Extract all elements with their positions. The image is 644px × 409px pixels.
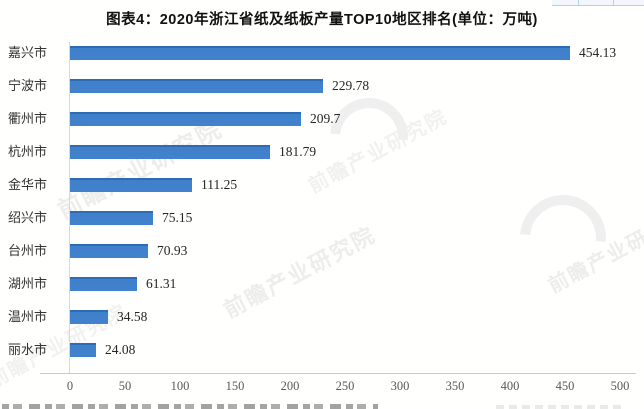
bar-value-label: 34.58	[117, 309, 148, 324]
clipped-watermark-strip	[496, 405, 626, 409]
bar-value-label: 181.79	[279, 144, 317, 159]
bar-5	[70, 178, 192, 192]
category-label: 丽水市	[8, 342, 48, 357]
category-label: 湖州市	[8, 276, 48, 291]
x-axis-tick-label: 500	[610, 379, 630, 393]
x-axis-tick-label: 250	[335, 379, 355, 393]
x-axis-line	[40, 373, 636, 374]
bar-9	[70, 310, 108, 324]
bar-7	[70, 244, 148, 258]
x-axis-tick-label: 400	[500, 379, 520, 393]
bar-value-label: 209.7	[310, 111, 341, 126]
x-axis-tick-label: 350	[445, 379, 465, 393]
chart-title: 图表4：2020年浙江省纸及纸板产量TOP10地区排名(单位：万吨)	[106, 12, 538, 28]
category-label: 嘉兴市	[8, 45, 48, 60]
bar-value-label: 454.13	[579, 45, 617, 60]
bar-4	[70, 145, 270, 159]
category-label: 绍兴市	[8, 210, 48, 225]
x-axis-tick-label: 300	[390, 379, 410, 393]
category-label: 温州市	[8, 309, 48, 324]
x-axis-tick-label: 150	[225, 379, 245, 393]
bar-value-label: 70.93	[157, 243, 188, 258]
x-axis-tick-label: 100	[170, 379, 190, 393]
category-label: 宁波市	[8, 78, 48, 93]
spreadsheet-grid-remnant	[552, 0, 644, 6]
bar-value-label: 111.25	[201, 177, 238, 192]
bar-value-label: 61.31	[146, 276, 177, 291]
x-axis-tick-label: 50	[118, 379, 132, 393]
x-axis-tick-label: 200	[280, 379, 300, 393]
y-axis-line	[69, 42, 70, 373]
category-label: 台州市	[8, 243, 48, 258]
category-label: 杭州市	[8, 144, 48, 159]
gridline	[613, 0, 614, 5]
bar-6	[70, 211, 153, 225]
bar-2	[70, 79, 323, 93]
bar-value-label: 75.15	[162, 210, 193, 225]
bar-8	[70, 277, 137, 291]
bar-3	[70, 112, 301, 126]
bar-1	[70, 46, 570, 60]
bar-10	[70, 343, 96, 357]
category-label: 衢州市	[8, 111, 48, 126]
x-axis-tick-label: 0	[66, 379, 74, 393]
clipped-text-strip	[2, 404, 378, 409]
x-axis-tick-label: 450	[555, 379, 575, 393]
category-label: 金华市	[8, 177, 48, 192]
gridline	[578, 0, 579, 5]
bar-value-label: 229.78	[332, 78, 370, 93]
bar-value-label: 24.08	[105, 342, 136, 357]
